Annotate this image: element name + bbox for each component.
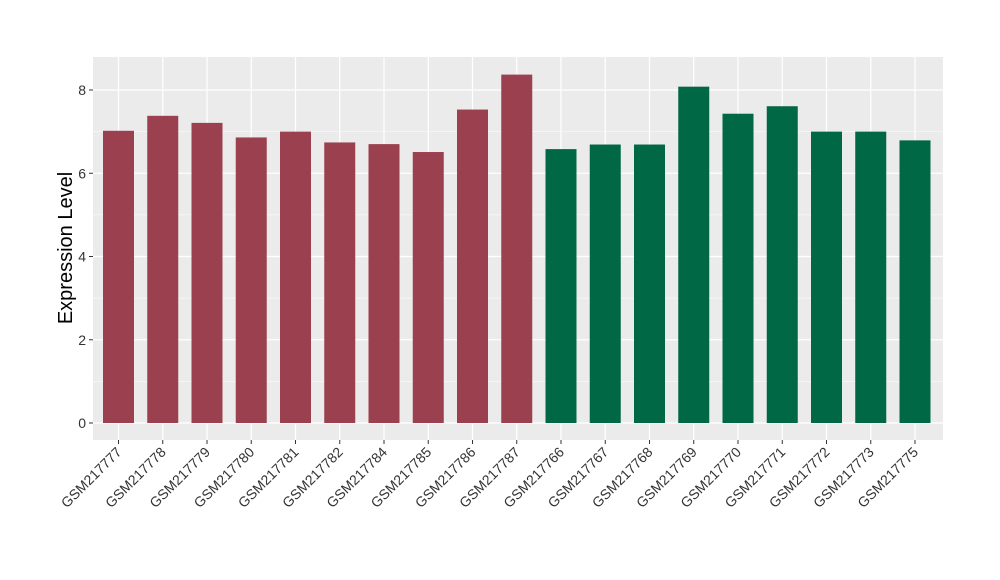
bar-GSM217781 [280,131,311,423]
bar-GSM217771 [766,106,798,423]
bar-GSM217779 [191,122,223,423]
y-axis-title: Expression Level [55,172,77,324]
y-tick-label: 6 [78,165,86,181]
bar-GSM217767 [589,144,621,423]
bar-GSM217780 [235,137,267,423]
bar-GSM217778 [147,115,179,424]
bar-GSM217777 [103,130,134,424]
bar-GSM217787 [501,74,533,423]
bar-GSM217784 [368,144,400,424]
y-tick-label: 2 [78,332,86,348]
bar-GSM217766 [545,149,577,424]
y-tick-label: 0 [78,415,86,431]
x-axis: GSM217777GSM217778GSM217779GSM217780GSM2… [58,440,921,511]
bar-GSM217785 [412,152,444,424]
bars [103,74,931,424]
y-axis: 0 2 4 6 8 [78,82,93,431]
bar-GSM217768 [634,144,665,423]
bar-GSM217769 [678,86,710,424]
bar-GSM217786 [457,109,488,423]
y-tick-label: 4 [78,249,86,265]
bar-GSM217772 [811,131,842,423]
bar-GSM217773 [855,131,887,423]
y-tick-label: 8 [78,82,86,98]
bar-GSM217770 [722,113,754,423]
bar-GSM217775 [899,140,931,423]
bar-GSM217782 [324,142,356,423]
